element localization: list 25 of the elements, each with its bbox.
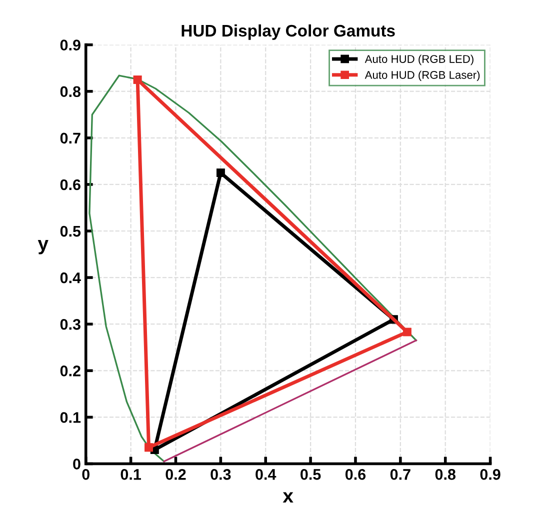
x-tick-label: 0.4 <box>256 469 276 480</box>
y-tick-label: 0.1 <box>60 412 81 423</box>
y-tick-label: 0.2 <box>60 366 80 376</box>
legend-label: Auto HUD (RGB LED) <box>364 54 474 66</box>
y-tick-label: 0.7 <box>60 132 80 144</box>
y-tick-label: 0.5 <box>60 226 81 237</box>
x-tick-label: 0.8 <box>435 469 456 480</box>
x-tick-label: 0.3 <box>210 469 231 480</box>
y-tick-label: 0.9 <box>60 40 80 50</box>
x-tick-label: 0.1 <box>120 469 141 480</box>
x-tick-label: 0.2 <box>166 469 186 480</box>
y-tick-label: 0.6 <box>60 179 80 190</box>
x-axis-title: x <box>282 492 294 503</box>
x-tick-label: 0.7 <box>390 469 410 480</box>
y-tick-label: 0.3 <box>60 318 80 330</box>
y-tick-label: 0.4 <box>60 272 81 284</box>
y-tick-label: 0 <box>73 458 80 470</box>
x-tick-label: 0.5 <box>300 469 321 480</box>
x-tick-label: 0.9 <box>480 469 500 480</box>
chart-title: HUD Display Color Gamuts <box>182 24 395 40</box>
legend-label: Auto HUD (RGB Laser) <box>364 70 480 82</box>
x-tick-label: 0.6 <box>345 469 366 480</box>
y-tick-label: 0.8 <box>60 86 81 98</box>
y-axis-title: y <box>38 240 48 254</box>
x-tick-label: 0 <box>82 469 90 480</box>
